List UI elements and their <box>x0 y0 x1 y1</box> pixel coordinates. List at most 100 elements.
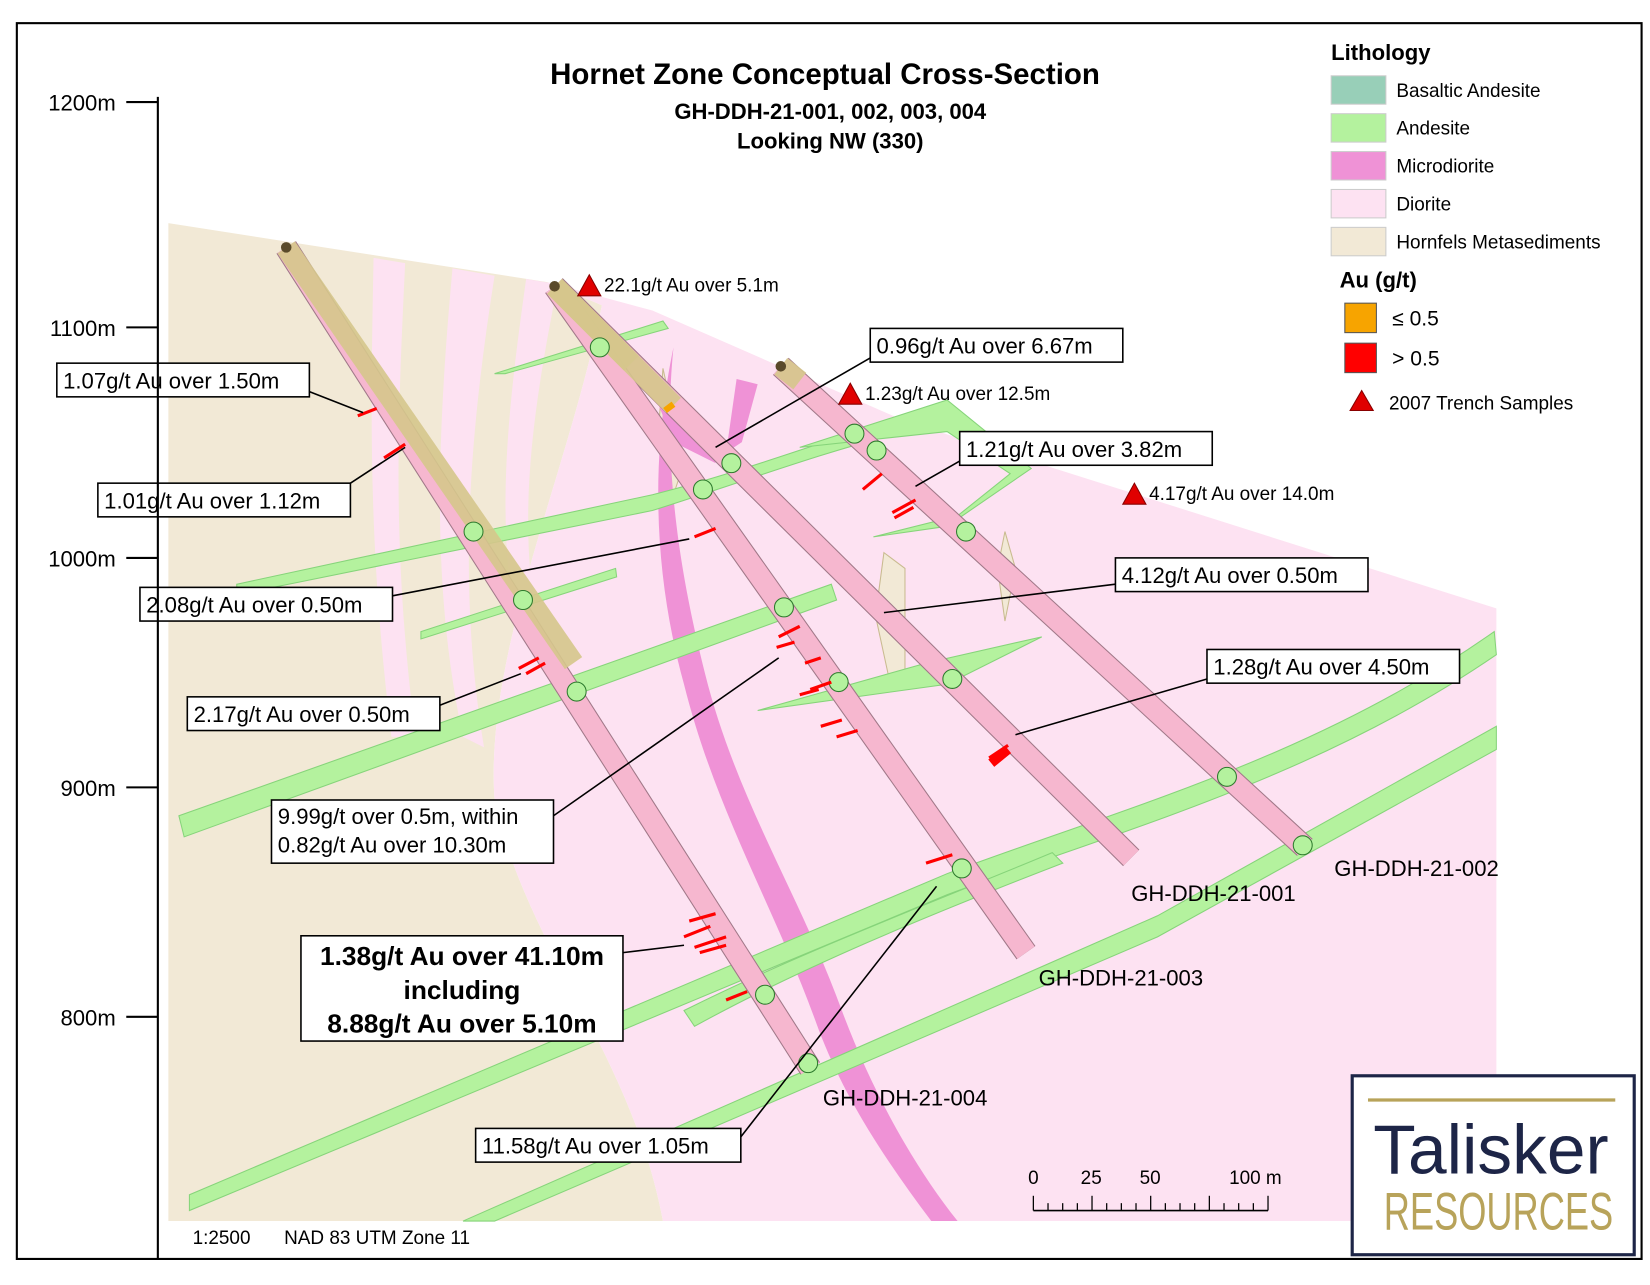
legend-label: ≤ 0.5 <box>1392 307 1439 330</box>
hole-andesite-intercept <box>844 423 865 444</box>
microdiorite-dyke <box>658 347 958 1222</box>
legend-title: Au (g/t) <box>1340 267 1417 292</box>
collar <box>775 361 787 372</box>
assay-sample <box>804 656 822 665</box>
assay-sample <box>988 745 1012 767</box>
callout-box <box>1114 557 1369 593</box>
callout-text: 1.07g/t Au over 1.50m <box>63 368 279 393</box>
assay-sample <box>809 680 832 691</box>
callout-text: 1.38g/t Au over 41.10m including 8.88g/t A… <box>320 941 604 1038</box>
hole-andesite-intercept <box>1216 766 1237 787</box>
hole-andesite-intercept <box>463 521 484 542</box>
leader-line <box>1015 678 1208 736</box>
trench-marker <box>1121 482 1147 505</box>
callout-box <box>1206 648 1461 684</box>
callout-text: 1.21g/t Au over 3.82m <box>966 437 1182 462</box>
leader-line <box>915 460 961 488</box>
legend-swatch <box>1330 113 1387 143</box>
assay-sample <box>925 853 953 865</box>
assay-sample <box>357 406 378 418</box>
assay-sample <box>893 505 915 520</box>
leader-line <box>553 657 780 817</box>
callout-text: 2.17g/t Au over 0.50m <box>194 702 410 727</box>
legend-title: Lithology <box>1331 40 1431 65</box>
andesite-band <box>462 725 1497 1222</box>
hole-andesite-intercept <box>721 453 742 474</box>
andesite-band <box>178 583 838 838</box>
drill-holes <box>276 241 1313 1075</box>
legend-swatch <box>1330 75 1387 105</box>
assay-sample <box>525 661 546 676</box>
assay-sample <box>836 729 859 739</box>
callout-line: 1.38g/t Au over 41.10m <box>320 941 604 971</box>
elevation-label: 900m <box>60 776 115 801</box>
logo-box <box>1350 1074 1636 1257</box>
scale-label: 50 <box>1140 1168 1161 1189</box>
callout-text: 1.01g/t Au over 1.12m <box>104 488 320 513</box>
legend-swatch <box>1330 188 1387 219</box>
elevation-label: 1200m <box>48 91 116 116</box>
frame <box>15 22 1643 1260</box>
callout-box <box>958 430 1214 467</box>
leader-line <box>740 885 938 1138</box>
assay-sample <box>861 472 883 491</box>
callout-box <box>474 1127 742 1163</box>
hole-hornfels-segment <box>547 278 681 413</box>
callout-line: 9.99g/t over 0.5m, within <box>278 804 519 829</box>
scale-label: 100 m <box>1229 1168 1282 1189</box>
legend-swatch <box>1330 151 1387 181</box>
scale-label: 25 <box>1081 1168 1102 1189</box>
assay-sample <box>383 442 406 460</box>
hole-andesite-intercept <box>692 479 713 500</box>
trench-marker <box>576 273 602 297</box>
subtitle: GH-DDH-21-001, 002, 003, 004 <box>674 99 987 124</box>
callout-box <box>270 799 555 864</box>
drill-hole-label: GH-DDH-21-004 <box>823 1085 988 1110</box>
logo-name: Talisker <box>1373 1111 1608 1189</box>
callout-text: 4.12g/t Au over 0.50m <box>1122 563 1338 588</box>
legend-label: Hornfels Metasediments <box>1396 232 1600 253</box>
legend-label: 2007 Trench Samples <box>1389 393 1573 414</box>
legend-swatch <box>1344 302 1377 334</box>
assay-sample <box>693 526 717 539</box>
hole-andesite-intercept <box>589 337 610 358</box>
logo-sub: RESOURCES <box>1384 1182 1613 1241</box>
callout-text: 0.96g/t Au over 6.67m <box>877 334 1093 359</box>
andesite-band <box>683 852 1064 1028</box>
trench-marker <box>837 382 863 405</box>
callout-text: 2.08g/t Au over 0.50m <box>146 593 362 618</box>
leader-line <box>392 538 690 597</box>
assay-sample <box>777 624 801 639</box>
callout-box <box>186 696 441 732</box>
hole-andesite-intercept <box>951 858 972 879</box>
leader-line <box>439 672 522 706</box>
hole-andesite-intercept <box>828 672 849 693</box>
hole-andesite-intercept <box>566 681 587 702</box>
trench-label: 22.1g/t Au over 5.1m <box>604 276 779 297</box>
callout-text: 1.28g/t Au over 4.50m <box>1213 655 1429 680</box>
hole-andesite-intercept <box>1292 835 1313 856</box>
assay-sample <box>776 640 795 649</box>
legend-swatch <box>1330 226 1387 257</box>
labels: 22.1g/t Au over 5.1m 1.23g/t Au over 12.5… <box>56 273 1499 1163</box>
assay-sample <box>891 498 917 515</box>
hole-andesite-intercept <box>956 521 977 542</box>
subtitle: Looking NW (330) <box>737 128 924 153</box>
drill-hole <box>545 280 1035 959</box>
callout-line: 0.82g/t Au over 10.30m <box>278 833 506 858</box>
drill-hole-label: GH-DDH-21-001 <box>1131 881 1296 906</box>
assay-sample <box>663 401 676 414</box>
callout-text: 9.99g/t over 0.5m, within 0.82g/t Au over… <box>278 804 519 857</box>
callout-box <box>300 934 624 1042</box>
hole-andesite-intercept <box>755 984 776 1005</box>
elevation-label: 1000m <box>48 546 116 571</box>
elevation-label: 1100m <box>50 316 116 341</box>
leader-line <box>349 446 406 484</box>
legend-swatch <box>1344 342 1377 374</box>
callout-line: including <box>404 975 521 1005</box>
callout-box <box>869 327 1124 363</box>
elevation-label: 800m <box>60 1005 115 1030</box>
assay-sample <box>688 912 716 923</box>
title: Hornet Zone Conceptual Cross-Section <box>550 58 1100 91</box>
